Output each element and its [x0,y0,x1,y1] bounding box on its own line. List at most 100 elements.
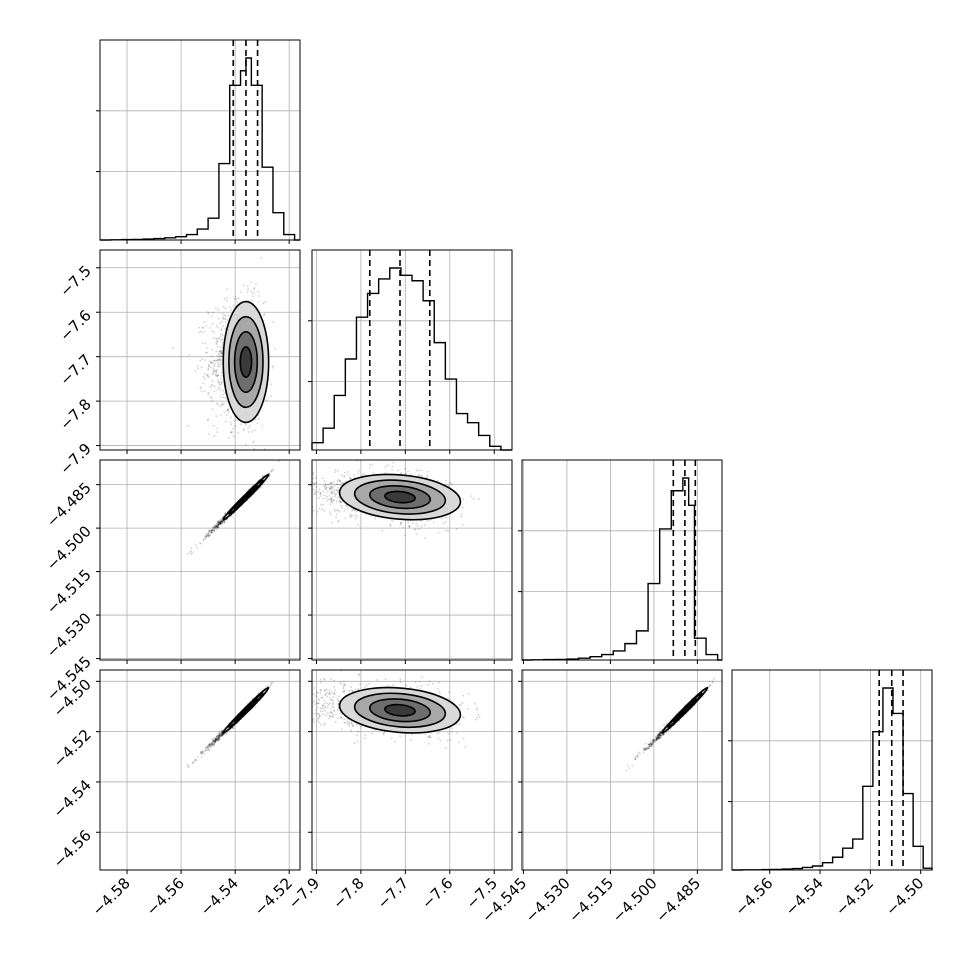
sample-point [407,470,409,473]
sample-point [418,474,421,477]
contour-line [222,300,270,424]
sample-point [213,525,216,528]
sample-point [339,501,341,503]
sample-point [190,553,192,555]
sample-point [262,314,265,317]
sample-point [227,409,230,412]
sample-point [217,365,220,368]
sample-point [305,503,307,505]
sample-point [304,481,306,483]
sample-point [277,469,279,471]
sample-point [220,414,222,416]
sample-point [330,491,333,494]
sample-point [202,753,205,755]
scatter-panel-0-2 [96,459,301,664]
sample-point [218,520,221,523]
sample-point [218,521,221,524]
sample-point [392,461,395,464]
sample-point [208,534,211,537]
sample-point [213,528,216,531]
sample-point [245,444,247,446]
sample-point [324,487,327,490]
sample-point [208,365,211,368]
sample-point [440,517,443,520]
sample-point [207,535,210,537]
sample-point [242,284,245,287]
sample-point [218,350,221,352]
sample-point [370,515,372,517]
sample-point [251,299,254,302]
sample-point [313,483,316,486]
contour-line [222,473,270,521]
sample-point [214,374,217,377]
sample-point [223,317,226,320]
sample-point [212,740,215,743]
sample-point [219,388,222,391]
sample-point [349,476,351,479]
sample-point [221,522,223,525]
sample-point [258,417,260,420]
sample-point [207,373,209,376]
sample-point [372,472,375,474]
sample-point [216,374,219,377]
sample-point [234,298,236,301]
sample-point [197,367,200,370]
sample-point [219,378,222,380]
sample-point [223,521,225,523]
sample-point [335,516,337,518]
sample-point [229,306,232,309]
sample-point [202,382,205,385]
sample-point [312,471,315,474]
sample-point [408,525,410,528]
sample-point [217,403,220,406]
sample-point [436,480,439,482]
sample-point [209,396,212,399]
sample-point [323,485,326,487]
sample-point [220,519,223,521]
sample-point [321,508,324,511]
sample-point [214,360,217,362]
sample-point [301,473,303,475]
sample-point [218,381,221,384]
sample-point [404,534,406,537]
sample-point [211,396,213,399]
sample-point [230,431,232,434]
sample-point [324,482,327,485]
sample-point [207,534,210,537]
sample-point [414,528,417,531]
sample-point [250,290,253,293]
sample-point [336,480,339,483]
histogram-step [732,687,933,871]
sample-point [273,509,275,511]
sample-point [206,375,209,377]
sample-point [272,320,275,323]
sample-point [253,440,256,443]
panel-frame [731,669,933,871]
sample-point [219,522,221,525]
sample-point [307,479,309,481]
sample-point [211,528,214,531]
sample-point [212,359,215,362]
sample-point [329,487,332,490]
sample-point [240,291,242,294]
sample-point [421,474,423,477]
sample-point [207,532,210,535]
sample-point [447,484,450,487]
sample-point [338,499,341,502]
sample-point [224,328,227,330]
sample-point [219,359,222,361]
sample-point [219,521,222,523]
sample-point [208,529,211,532]
sample-point [343,481,346,483]
histogram-step [100,57,300,241]
sample-point [333,499,335,502]
sample-point [220,329,223,331]
sample-point [315,482,317,484]
sample-point [217,364,220,366]
sample-point [231,431,234,433]
sample-point [219,522,222,525]
sample-point [204,535,206,538]
density-fill [240,346,252,378]
sample-point [207,419,209,422]
sample-point [293,476,295,478]
